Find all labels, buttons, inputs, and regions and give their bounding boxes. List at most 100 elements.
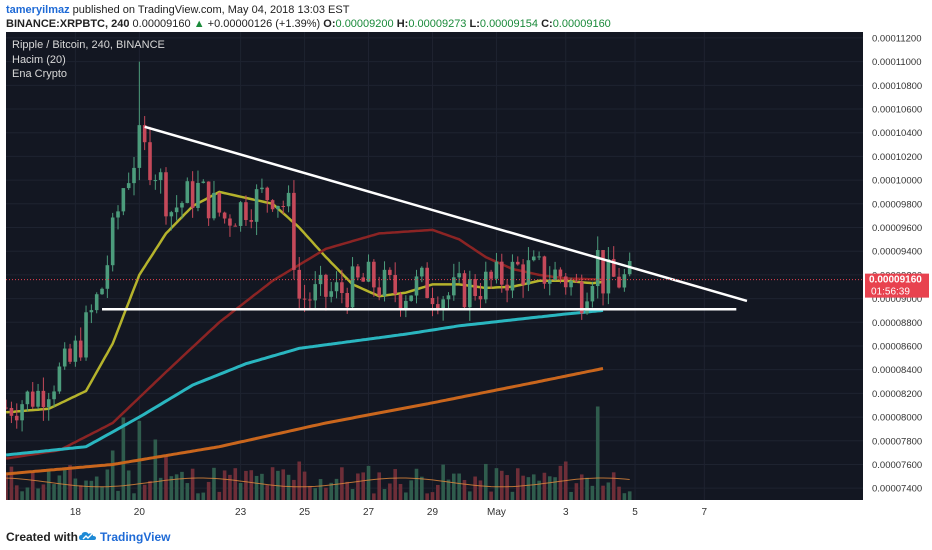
candle-body	[233, 225, 238, 227]
candle-body	[68, 348, 72, 362]
candle-body	[62, 348, 67, 367]
volume-ma-line	[6, 477, 630, 488]
candle-body	[244, 202, 248, 221]
time-axis[interactable]	[6, 500, 863, 522]
volume-bar	[244, 470, 248, 500]
chart-area[interactable]: 0.00011200 0.00011000 0.00010800 0.00010600…	[4, 32, 930, 522]
close-value: 0.00009160	[552, 18, 611, 30]
volume-bar	[585, 477, 589, 500]
candle-body	[100, 288, 104, 295]
candle-body	[478, 296, 483, 300]
volume-bar	[153, 439, 158, 500]
volume-bar	[212, 467, 216, 500]
candle-body	[30, 391, 35, 407]
candle-body	[313, 284, 318, 301]
candle-body	[393, 275, 397, 295]
volume-bar	[521, 475, 525, 500]
volume-bar	[260, 473, 264, 500]
candle-body	[510, 261, 515, 291]
volume-bar	[436, 484, 440, 500]
candle-body	[436, 304, 440, 311]
candle-body	[531, 256, 536, 261]
tradingview-brand[interactable]: TradingView	[100, 530, 171, 544]
volume-bar	[334, 478, 339, 500]
candle-body	[547, 280, 552, 284]
candle-body	[185, 181, 190, 203]
volume-bar	[590, 485, 595, 500]
candle-body	[324, 274, 328, 297]
chart-canvas[interactable]: 0.00011200 0.00011000 0.00010800 0.00010600…	[4, 32, 930, 522]
volume-bar	[414, 468, 419, 500]
tradingview-cloud-icon[interactable]	[78, 528, 98, 544]
volume-bar	[228, 474, 232, 500]
volume-bar	[515, 468, 520, 500]
candle-body	[94, 294, 99, 311]
candle-body	[425, 267, 429, 298]
price-tick-label: 0.00007800	[872, 436, 922, 447]
candle-body	[409, 295, 413, 301]
candle-body	[398, 294, 403, 310]
price-tick-label: 0.00010200	[872, 152, 922, 163]
volume-bar	[611, 472, 616, 500]
candle-body	[36, 390, 40, 407]
candle-body	[148, 142, 152, 181]
time-tick-label: 18	[70, 507, 82, 518]
candle-body	[105, 265, 110, 289]
candle-body	[222, 212, 227, 219]
candle-body	[132, 167, 136, 184]
volume-bar	[292, 479, 296, 500]
low-label: L:	[469, 18, 480, 30]
legend-title: Ripple / Bitcoin, 240, BINANCE	[12, 39, 165, 51]
volume-bar	[505, 475, 509, 500]
candle-body	[318, 274, 323, 285]
ma-yellow-line	[6, 190, 604, 414]
candle-body	[180, 202, 184, 208]
price-tick-label: 0.00011000	[872, 57, 922, 68]
volume-bar	[382, 489, 387, 500]
last-price-label: 0.00009160 01:56:39	[6, 273, 929, 298]
candle-body	[276, 205, 280, 210]
change-arrow-icon: ▲	[193, 18, 205, 30]
author-link[interactable]: tameryilmaz	[6, 4, 70, 16]
volume-bar	[489, 491, 493, 500]
candle-body	[308, 299, 312, 301]
candle-body	[377, 287, 381, 296]
volume-bar	[531, 474, 536, 500]
price-tick-label: 0.00010600	[872, 105, 922, 116]
volume-bar	[606, 482, 611, 500]
volume-bar	[206, 481, 211, 500]
volume-bar	[361, 472, 365, 500]
time-tick-label: 25	[299, 507, 311, 518]
candle-body	[505, 284, 509, 291]
candle-body	[4, 407, 8, 409]
candle-body	[57, 366, 62, 392]
volume-bar	[318, 479, 323, 500]
publish-info: published on TradingView.com, May 04, 20…	[69, 4, 350, 16]
time-tick-label: 23	[235, 507, 247, 518]
volume-bar	[238, 482, 243, 500]
candle-body	[137, 125, 142, 168]
last-price-value: 0.00009160	[869, 275, 922, 286]
candle-body	[302, 298, 307, 300]
volume-bar	[158, 477, 163, 500]
candle-body	[25, 391, 30, 405]
candle-body	[372, 261, 376, 288]
volume-bar	[52, 484, 56, 500]
legend-volume: Hacim (20)	[12, 54, 66, 66]
candle-body	[622, 274, 627, 288]
candle-body	[20, 404, 24, 421]
candle-body	[217, 192, 222, 213]
volume-bar	[57, 475, 62, 500]
candle-body	[542, 256, 547, 284]
candle-body	[499, 261, 504, 285]
time-tick-label: 3	[563, 507, 569, 518]
candle-body	[414, 276, 419, 296]
trendlines[interactable]	[102, 125, 748, 311]
candle-body	[190, 181, 195, 208]
volume-bar	[553, 477, 557, 500]
legend-indicator: Ena Crypto	[12, 68, 67, 80]
candle-body	[452, 277, 456, 296]
ma-orange-line	[5, 367, 604, 476]
open-value: 0.00009200	[335, 18, 394, 30]
volume-bar	[201, 492, 206, 500]
